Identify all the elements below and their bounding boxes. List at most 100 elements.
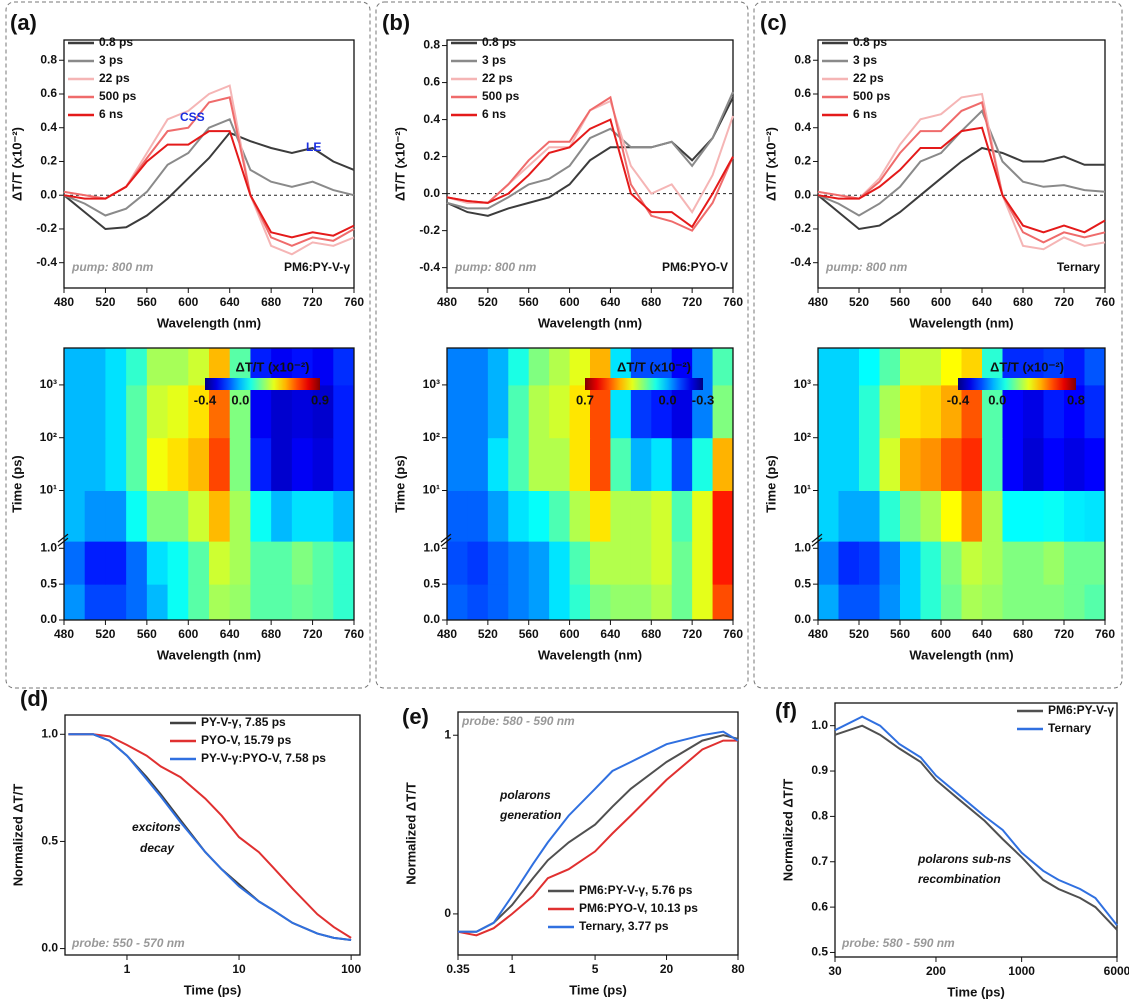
heatmap-cell: [105, 437, 127, 492]
heatmap-cell: [590, 490, 611, 542]
heatmap-cell: [1002, 437, 1024, 492]
plot-frame: [63, 39, 355, 289]
heatmap-cell: [630, 584, 652, 621]
heatmap-cell: [487, 437, 509, 492]
heatmap-cell: [818, 437, 839, 492]
y-tick-label: 0.6: [423, 75, 440, 89]
heatmap-cell: [712, 490, 734, 542]
heatmap-cell: [590, 584, 611, 621]
heatmap-cell: [333, 490, 355, 542]
heatmap-cell: [879, 490, 901, 542]
legend-label: PY-V-γ, 7.85 ps: [201, 715, 286, 729]
y-axis-title: Time (ps): [9, 455, 24, 513]
heatmap-cell: [64, 584, 86, 621]
legend-label: 500 ps: [99, 89, 137, 103]
heatmap-cell: [569, 437, 591, 492]
heatmap-cell: [1043, 348, 1065, 386]
heatmap-cell: [271, 490, 293, 542]
y-tick-label: 0.8: [794, 52, 811, 66]
heatmap-cell: [508, 541, 530, 585]
heatmap-cell: [508, 384, 530, 439]
heatmap-cell: [651, 384, 673, 439]
panel-label: (e): [402, 704, 429, 729]
heatmap-cell: [1043, 490, 1065, 542]
heatmap-cell: [250, 584, 272, 621]
heatmap-cell: [961, 584, 983, 621]
heatmap-cell: [188, 541, 210, 585]
panel-label: (f): [775, 698, 797, 723]
heatmap-cell: [528, 384, 550, 439]
series-line: [63, 117, 355, 217]
heatmap-cell: [900, 541, 921, 585]
annotation: LE: [306, 140, 321, 154]
heatmap-cell: [333, 584, 355, 621]
heatmap-cell: [818, 541, 839, 585]
panel-label: (b): [382, 10, 410, 35]
heatmap-cell: [549, 584, 571, 621]
y-tick-label: 1.0: [811, 718, 828, 732]
heatmap-cell: [188, 437, 210, 492]
heatmap-cell: [250, 437, 272, 492]
heatmap-cell: [982, 384, 1003, 439]
heatmap-cell: [569, 384, 591, 439]
heatmap-cell: [188, 348, 210, 386]
heatmap-cell: [528, 437, 550, 492]
y-tick-label: -0.4: [36, 255, 57, 269]
heatmap-cell: [209, 437, 231, 492]
x-tick-label: 30: [828, 964, 842, 978]
heatmap-cell: [920, 584, 942, 621]
heatmap-cell: [630, 437, 652, 492]
x-tick-label: 5: [592, 962, 599, 976]
x-tick-label: 560: [890, 627, 910, 641]
heatmap-cell: [879, 541, 901, 585]
y-axis-title: Normalized ΔT/T: [403, 782, 418, 885]
heatmap-cell: [549, 437, 571, 492]
heatmap-cell: [630, 490, 652, 542]
legend-label: PM6:PY-V-γ, 5.76 ps: [579, 883, 693, 897]
panel-frame: [753, 1, 1123, 689]
heatmap-cell: [312, 348, 334, 386]
heatmap-cell: [209, 348, 231, 386]
heatmap-cell: [312, 584, 334, 621]
x-tick-label: 520: [849, 627, 869, 641]
heatmap-cell: [508, 348, 530, 386]
heatmap-cell: [879, 384, 901, 439]
heatmap-cell: [610, 541, 632, 585]
legend-label: 3 ps: [482, 53, 506, 67]
heatmap-cell: [508, 437, 530, 492]
series-line: [457, 739, 738, 937]
x-tick-label: 720: [303, 295, 323, 309]
x-tick-label: 1: [124, 962, 131, 976]
heatmap-cell: [487, 541, 509, 585]
plot-frame: [834, 702, 1118, 958]
annotation: PM6:PY-V-γ: [284, 260, 350, 274]
heatmap-cell: [333, 437, 355, 492]
x-tick-label: 680: [641, 627, 661, 641]
annotation: pump: 800 nm: [825, 260, 908, 274]
heatmap-cell: [1043, 384, 1065, 439]
heatmap-cell: [920, 384, 942, 439]
y-tick-label: 0.5: [811, 945, 828, 959]
heatmap-cell: [312, 437, 334, 492]
annotation: excitons: [132, 820, 181, 834]
annotation: probe: 580 - 590 nm: [841, 936, 955, 950]
annotation: pump: 800 nm: [454, 260, 537, 274]
x-tick-label: 680: [641, 295, 661, 309]
plot-frame: [457, 711, 739, 956]
heatmap-cell: [961, 348, 983, 386]
heatmap-cell: [105, 348, 127, 386]
heatmap-cell: [671, 541, 693, 585]
y-tick-label: 1.0: [423, 540, 440, 554]
heatmap-cell: [590, 384, 611, 439]
heatmap-cell: [900, 348, 921, 386]
x-tick-label: 520: [478, 295, 498, 309]
y-tick-label: 1.0: [794, 540, 811, 554]
heatmap-cell: [209, 541, 231, 585]
legend-label: 0.8 ps: [853, 35, 887, 49]
heatmap-cell: [651, 437, 673, 492]
x-tick-label: 600: [560, 627, 580, 641]
x-tick-label: 760: [723, 295, 743, 309]
panel-label: (c): [760, 10, 787, 35]
x-axis-title: Wavelength (nm): [538, 315, 642, 330]
axis-break: [57, 533, 69, 547]
